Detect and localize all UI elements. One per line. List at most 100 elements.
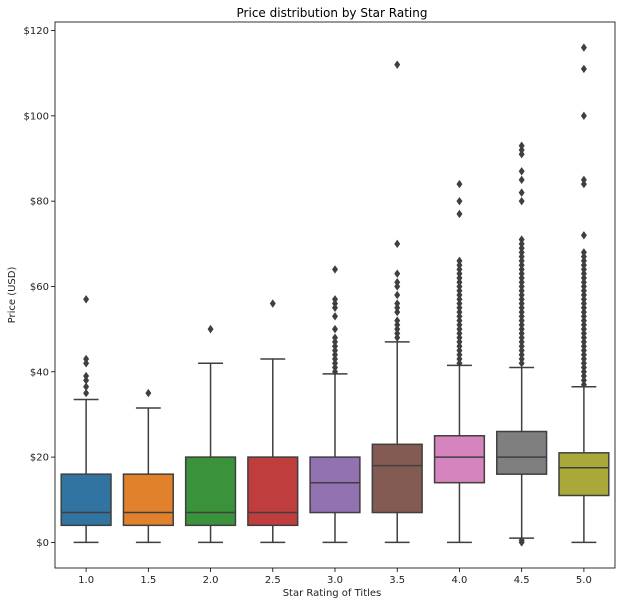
- outlier-point: [518, 243, 525, 253]
- outlier-point: [394, 239, 401, 249]
- outlier-point: [580, 295, 587, 304]
- y-tick-label: $120: [24, 26, 49, 37]
- outlier-point: [456, 260, 463, 270]
- outlier-point: [394, 282, 401, 291]
- outlier-point: [580, 341, 587, 351]
- outlier-point: [580, 350, 587, 359]
- outlier-point: [332, 299, 338, 308]
- outlier-point: [456, 278, 463, 287]
- outlier-point: [332, 363, 338, 372]
- outlier-point: [580, 333, 587, 342]
- outlier-point: [394, 269, 401, 278]
- outlier-point: [518, 329, 525, 338]
- outlier-point: [580, 337, 587, 347]
- x-tick-label: 2.0: [203, 575, 219, 586]
- outlier-point: [456, 303, 463, 312]
- outlier-point: [456, 282, 463, 291]
- outlier-point: [394, 316, 401, 325]
- outlier-point: [269, 299, 276, 308]
- outlier-point: [456, 290, 463, 300]
- x-tick-label: 5.0: [576, 575, 592, 586]
- outlier-point: [518, 235, 525, 244]
- outlier-point: [518, 188, 525, 197]
- outlier-point: [518, 260, 525, 270]
- outlier-point: [580, 43, 587, 52]
- outlier-point: [332, 350, 338, 359]
- outlier-point: [332, 265, 338, 274]
- outlier-point: [456, 256, 463, 266]
- outlier-point: [83, 354, 90, 364]
- outlier-point: [456, 346, 463, 355]
- outlier-point: [518, 150, 525, 159]
- outlier-point: [518, 346, 525, 355]
- outlier-point: [580, 320, 587, 330]
- outlier-point: [518, 337, 525, 347]
- x-tick-label: 4.5: [514, 575, 530, 586]
- box-3.5: [371, 443, 423, 514]
- outlier-point: [456, 286, 463, 295]
- outlier-point: [580, 282, 587, 291]
- outlier-point: [518, 295, 525, 304]
- outlier-point: [580, 324, 587, 334]
- outlier-point: [456, 350, 463, 359]
- outlier-point: [332, 295, 338, 304]
- x-tick-label: 3.0: [327, 575, 343, 586]
- outlier-point: [394, 329, 401, 338]
- box-1.5: [122, 473, 174, 527]
- outlier-point: [580, 175, 587, 185]
- outlier-point: [580, 346, 587, 355]
- outlier-point: [518, 307, 525, 317]
- outlier-point: [518, 196, 525, 206]
- outlier-point: [580, 256, 587, 266]
- plot-area: $0 $20 $40 $60 $80 $100 $120 1.0 1.5 2.0 2.5 3.0 3.5…: [24, 26, 610, 586]
- outlier-point: [580, 312, 587, 321]
- outlier-point: [580, 307, 587, 317]
- outlier-point: [518, 248, 525, 257]
- outlier-point: [518, 273, 525, 283]
- outlier-point: [456, 341, 463, 351]
- outlier-point: [394, 320, 401, 330]
- outlier-point: [456, 312, 463, 321]
- outlier-point: [580, 354, 587, 364]
- outlier-point: [518, 286, 525, 295]
- outlier-point: [332, 337, 338, 347]
- outlier-point: [456, 324, 463, 334]
- outlier-point: [580, 367, 587, 376]
- box-3.0: [309, 456, 361, 514]
- outlier-point: [394, 278, 401, 287]
- outlier-point: [518, 299, 525, 308]
- box-5.0: [558, 452, 610, 497]
- outlier-point: [456, 354, 463, 364]
- outlier-point: [394, 307, 401, 317]
- outlier-point: [580, 286, 587, 295]
- outlier-point: [518, 145, 525, 155]
- outlier-point: [580, 269, 587, 278]
- outlier-point: [580, 363, 587, 372]
- outlier-point: [518, 278, 525, 287]
- outlier-point: [332, 346, 338, 355]
- outlier-point: [456, 295, 463, 304]
- outlier-point: [456, 269, 463, 278]
- outlier-point: [332, 333, 338, 342]
- outlier-point: [580, 252, 587, 261]
- plot-frame: [54, 21, 616, 569]
- outlier-point: [580, 359, 587, 368]
- outlier-point: [580, 329, 587, 338]
- outlier-point: [518, 167, 525, 176]
- outlier-point: [518, 252, 525, 261]
- outlier-point: [394, 299, 401, 308]
- y-tick-label: $20: [30, 453, 49, 464]
- outlier-point: [580, 316, 587, 325]
- outlier-point: [518, 282, 525, 291]
- outlier-point: [518, 341, 525, 351]
- y-tick-label: $100: [24, 111, 49, 122]
- outlier-point: [145, 388, 152, 398]
- x-tick-label: 4.0: [451, 575, 467, 586]
- outlier-point: [456, 196, 463, 206]
- outlier-point: [518, 536, 525, 545]
- outlier-point: [518, 312, 525, 321]
- outlier-point: [580, 290, 587, 300]
- outlier-point: [518, 290, 525, 300]
- outlier-point: [518, 324, 525, 334]
- outlier-point: [394, 290, 401, 300]
